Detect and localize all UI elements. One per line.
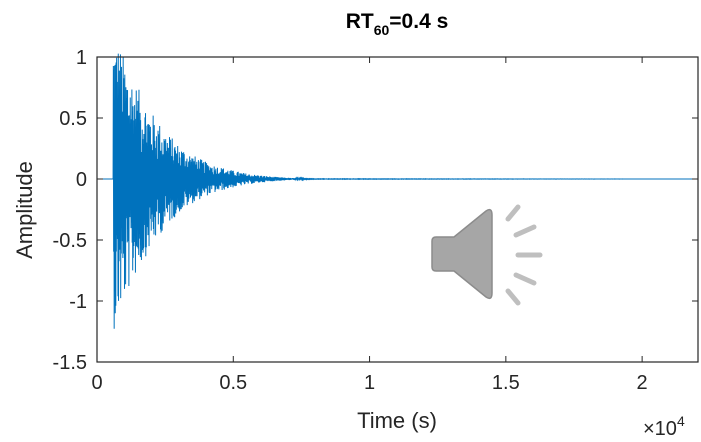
y-tick-label: 0.5 bbox=[59, 108, 87, 130]
x-exponent-power: 4 bbox=[677, 413, 685, 429]
x-tick-label: 2 bbox=[637, 372, 648, 394]
chart-title: RT60=0.4 s bbox=[346, 10, 449, 38]
y-tick-label: -0.5 bbox=[53, 230, 87, 252]
x-tick-label: 0.5 bbox=[219, 372, 247, 394]
ticks-layer: 0 0.5 1 1.5 2 1 0.5 0 -0.5 -1 -1.5 bbox=[53, 47, 698, 394]
sound-wave-1 bbox=[505, 204, 521, 222]
x-tick-label: 0 bbox=[91, 372, 102, 394]
chart-title-suffix: =0.4 s bbox=[389, 10, 448, 33]
series-layer bbox=[97, 53, 698, 329]
y-tick-label: -1.5 bbox=[53, 352, 87, 374]
sound-wave-5 bbox=[505, 288, 521, 306]
sound-wave-2 bbox=[513, 224, 537, 238]
sound-wave-4 bbox=[513, 272, 537, 286]
x-axis-title: Time (s) bbox=[357, 408, 437, 433]
speaker-icon[interactable] bbox=[431, 204, 543, 306]
x-tick-label: 1.5 bbox=[492, 372, 520, 394]
y-tick-label: -1 bbox=[69, 291, 87, 313]
y-axis-title: Amplitude bbox=[12, 161, 37, 259]
chart-title-subscript: 60 bbox=[374, 22, 390, 38]
x-tick-label: 1 bbox=[364, 372, 375, 394]
plot-background bbox=[97, 57, 698, 362]
chart-title-prefix: RT bbox=[346, 10, 374, 33]
plot-area bbox=[97, 57, 698, 362]
axes-box bbox=[96, 56, 699, 363]
speaker-body bbox=[431, 208, 493, 300]
y-tick-label: 0 bbox=[76, 169, 87, 191]
axes-layer bbox=[96, 56, 699, 363]
x-exponent-label: ×104 bbox=[643, 413, 685, 440]
x-exponent-base: ×10 bbox=[643, 418, 677, 440]
series-line bbox=[97, 53, 698, 329]
y-tick-label: 1 bbox=[76, 47, 87, 69]
